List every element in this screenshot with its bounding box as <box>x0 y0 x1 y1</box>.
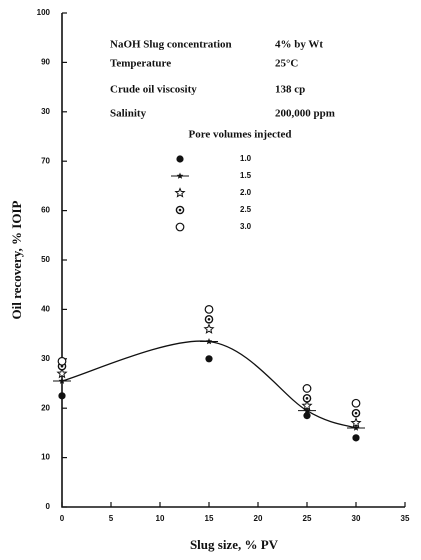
y-tick-label: 60 <box>41 206 50 215</box>
marker-shape <box>56 367 68 379</box>
y-axis-label: Oil recovery, % IOIP <box>9 200 24 319</box>
marker-shape <box>204 305 214 314</box>
marker-shape <box>176 155 184 163</box>
marker-shape <box>57 356 67 366</box>
marker <box>204 314 214 324</box>
y-tick-label: 70 <box>41 156 50 165</box>
info-label: Crude oil viscosity <box>110 84 197 96</box>
legend-label: 2.5 <box>240 205 252 214</box>
legend-label: 1.0 <box>240 154 252 163</box>
marker-shape <box>207 317 211 321</box>
info-label: NaOH Slug concentration <box>110 39 232 51</box>
legend-marker <box>175 222 185 232</box>
legend-label: 2.0 <box>240 188 252 197</box>
y-tick-label: 50 <box>41 255 50 264</box>
y-tick-label: 100 <box>37 8 51 17</box>
marker-shape <box>302 384 312 393</box>
x-tick-label: 10 <box>156 514 165 523</box>
marker <box>351 398 361 408</box>
x-tick-label: 20 <box>254 514 263 523</box>
info-value: 138 cp <box>275 84 305 96</box>
legend-marker <box>171 172 189 179</box>
marker-shape <box>350 417 362 428</box>
y-tick-label: 40 <box>41 305 50 314</box>
marker-shape <box>354 411 358 415</box>
x-axis-label: Slug size, % PV <box>190 537 279 552</box>
x-tick-label: 15 <box>205 514 214 523</box>
info-label: Temperature <box>110 58 171 70</box>
info-label: Salinity <box>110 108 147 120</box>
marker-shape <box>303 412 311 420</box>
marker-shape <box>305 397 309 400</box>
legend-marker <box>174 187 186 198</box>
legend-title: Pore volumes injected <box>188 129 291 141</box>
marker-shape <box>175 222 185 232</box>
marker-shape <box>301 399 313 411</box>
marker <box>298 407 316 414</box>
x-tick-label: 25 <box>303 514 312 523</box>
info-value: 4% by Wt <box>275 39 323 51</box>
marker <box>53 377 71 384</box>
fit-curve <box>61 340 357 429</box>
y-tick-label: 90 <box>41 58 50 67</box>
marker <box>302 384 312 393</box>
marker <box>56 367 68 379</box>
info-value: 25°C <box>275 58 298 70</box>
marker <box>58 392 66 400</box>
marker <box>351 408 361 418</box>
info-value: 200,000 ppm <box>275 108 335 120</box>
x-tick-label: 35 <box>401 514 410 523</box>
x-tick-label: 5 <box>109 514 114 523</box>
legend-marker <box>175 205 185 215</box>
legend-label: 1.5 <box>240 171 252 180</box>
marker <box>203 323 215 334</box>
y-tick-label: 10 <box>41 453 50 462</box>
marker <box>302 394 312 403</box>
marker-shape <box>203 323 215 334</box>
marker-shape <box>352 434 360 442</box>
legend-marker <box>176 155 184 163</box>
marker-shape <box>351 398 361 408</box>
marker <box>200 338 218 345</box>
marker-shape <box>178 208 182 212</box>
marker <box>205 355 213 363</box>
x-tick-label: 30 <box>352 514 361 523</box>
y-tick-label: 30 <box>41 354 50 363</box>
marker <box>352 434 360 442</box>
y-tick-label: 30 <box>41 107 50 116</box>
marker <box>204 305 214 314</box>
legend-label: 3.0 <box>240 222 252 231</box>
y-tick-label: 20 <box>41 403 50 412</box>
marker <box>301 399 313 411</box>
marker <box>57 356 67 366</box>
marker <box>347 424 365 431</box>
marker <box>350 417 362 428</box>
marker-shape <box>205 355 213 363</box>
marker-shape <box>174 187 186 198</box>
marker-shape <box>58 392 66 400</box>
y-tick-label: 0 <box>46 502 51 511</box>
x-tick-label: 0 <box>60 514 65 523</box>
marker <box>303 412 311 420</box>
